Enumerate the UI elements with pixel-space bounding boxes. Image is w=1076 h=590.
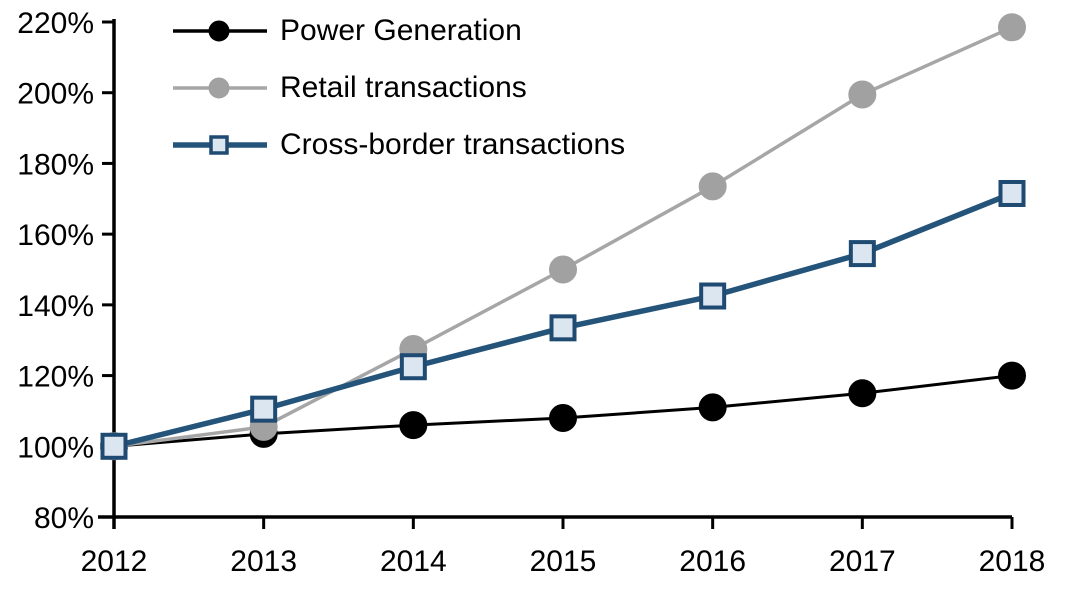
chart-legend: Power Generation Retail transactions Cro… (170, 2, 625, 173)
marker-square-cross-border-transactions (250, 395, 278, 423)
legend-swatch-line-circle-icon (173, 20, 267, 41)
marker-square-cross-border-transactions (848, 240, 876, 268)
legend-marker-square (209, 134, 229, 155)
x-tick-label: 2015 (530, 545, 597, 578)
legend-label: Cross-border transactions (280, 127, 626, 161)
y-tick-label: 80% (34, 502, 94, 535)
marker-circle-retail-transactions (998, 13, 1026, 42)
legend-label: Power Generation (280, 13, 522, 47)
marker-square-cross-border-transactions (399, 353, 427, 381)
x-tick-label: 2016 (679, 545, 746, 578)
legend-item-cross-border-transactions: Cross-border transactions (170, 116, 625, 173)
marker-circle-retail-transactions (848, 80, 877, 109)
marker-square-cross-border-transactions (549, 314, 577, 342)
y-tick-label: 100% (17, 431, 94, 464)
marker-square-cross-border-transactions (100, 432, 128, 460)
legend-item-retail-transactions: Retail transactions (170, 59, 625, 116)
legend-label: Retail transactions (280, 70, 527, 104)
marker-circle-power-generation (549, 404, 577, 432)
legend-marker-circle (208, 77, 230, 98)
marker-circle-retail-transactions (698, 172, 727, 201)
y-tick-label: 180% (17, 148, 94, 181)
x-tick-label: 2013 (230, 545, 297, 578)
legend-swatch-line-circle-icon (173, 77, 267, 98)
marker-circle-power-generation (848, 379, 877, 408)
y-tick-label: 140% (17, 290, 94, 323)
y-tick-label: 120% (17, 361, 94, 394)
x-tick-label: 2018 (979, 545, 1046, 578)
marker-square-cross-border-transactions (998, 179, 1026, 207)
legend-swatch-line-square-icon (173, 134, 267, 155)
y-tick-label: 200% (17, 78, 94, 111)
legend-marker-circle (208, 20, 230, 41)
x-tick-label: 2014 (380, 545, 447, 578)
marker-circle-power-generation (998, 361, 1026, 390)
y-tick-label: 160% (17, 219, 94, 252)
marker-circle-power-generation (399, 411, 428, 440)
x-tick-label: 2012 (81, 545, 148, 578)
marker-circle-retail-transactions (549, 255, 577, 284)
marker-square-cross-border-transactions (699, 282, 727, 310)
marker-circle-power-generation (698, 393, 727, 422)
y-tick-label: 220% (17, 7, 94, 40)
x-tick-label: 2017 (829, 545, 896, 578)
legend-item-power-generation: Power Generation (170, 2, 625, 59)
